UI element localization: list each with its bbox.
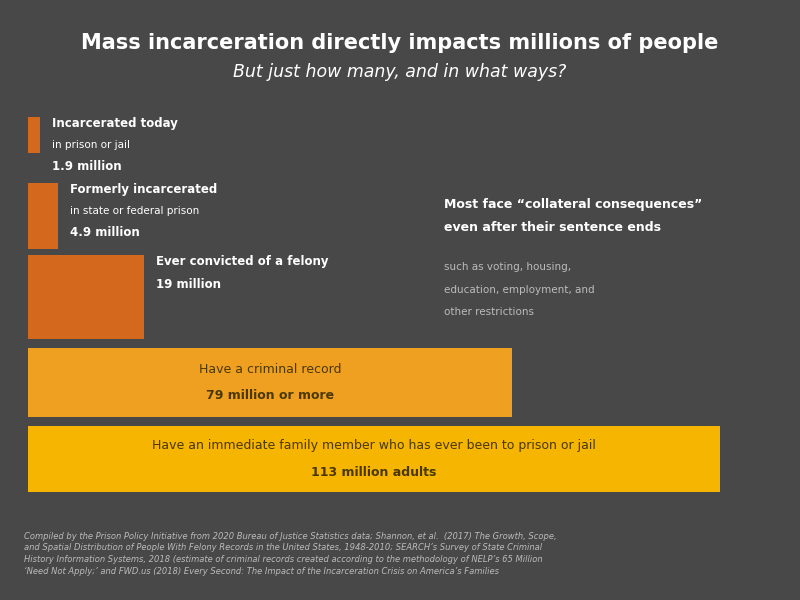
Text: But just how many, and in what ways?: But just how many, and in what ways? (234, 63, 566, 81)
Text: 79 million or more: 79 million or more (206, 389, 334, 402)
Text: education, employment, and: education, employment, and (444, 284, 594, 295)
Text: Have a criminal record: Have a criminal record (198, 363, 341, 376)
Text: Most face “collateral consequences”: Most face “collateral consequences” (444, 198, 702, 211)
Text: Mass incarceration directly impacts millions of people: Mass incarceration directly impacts mill… (82, 33, 718, 53)
Text: such as voting, housing,: such as voting, housing, (444, 262, 571, 272)
Text: 4.9 million: 4.9 million (70, 226, 140, 239)
Text: in state or federal prison: in state or federal prison (70, 206, 199, 216)
Text: 1.9 million: 1.9 million (52, 160, 122, 173)
Text: Ever convicted of a felony: Ever convicted of a felony (156, 255, 329, 268)
Text: 19 million: 19 million (156, 278, 222, 291)
Text: other restrictions: other restrictions (444, 307, 534, 317)
Text: Formerly incarcerated: Formerly incarcerated (70, 183, 218, 196)
Bar (28, 117, 40, 153)
Bar (28, 183, 58, 249)
Text: Have an immediate family member who has ever been to prison or jail: Have an immediate family member who has … (152, 439, 596, 452)
Text: Incarcerated today: Incarcerated today (52, 117, 178, 130)
Text: 113 million adults: 113 million adults (311, 466, 437, 479)
Bar (28, 255, 144, 339)
Text: Compiled by the Prison Policy Initiative from 2020 Bureau of Justice Statistics : Compiled by the Prison Policy Initiative… (24, 532, 557, 576)
Bar (28, 348, 512, 417)
Text: in prison or jail: in prison or jail (52, 140, 130, 150)
Bar (28, 426, 720, 492)
Text: even after their sentence ends: even after their sentence ends (444, 221, 661, 234)
